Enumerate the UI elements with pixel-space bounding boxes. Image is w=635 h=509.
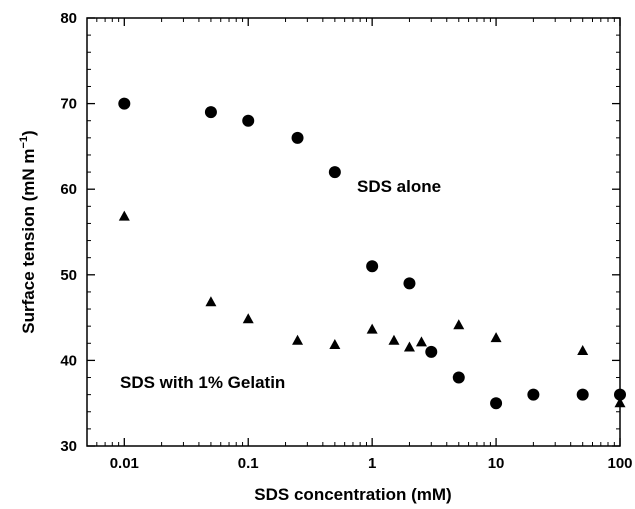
- y-tick-label: 70: [60, 96, 77, 113]
- sds-gelatin-point: [577, 344, 589, 355]
- sds-alone-label: SDS alone: [357, 177, 441, 196]
- sds-alone-point: [328, 166, 341, 179]
- sds-alone-point: [403, 277, 416, 290]
- sds-gelatin-point: [403, 341, 415, 352]
- x-tick-label: 0.1: [238, 455, 259, 472]
- sds-gelatin-point: [205, 296, 217, 307]
- sds-alone-point: [425, 345, 438, 358]
- plot-frame: [86, 17, 621, 447]
- y-axis-title-main: Surface tension (mN m: [19, 149, 38, 334]
- sds-alone-point: [204, 106, 217, 119]
- sds-gelatin-label: SDS with 1% Gelatin: [120, 373, 285, 392]
- sds-alone-point: [490, 397, 503, 410]
- y-tick-labels: 30 40 50 60 70 80: [60, 10, 77, 455]
- sds-gelatin-point: [388, 334, 400, 345]
- x-tick-label: 10: [488, 455, 505, 472]
- markers: [118, 97, 626, 410]
- sds-alone-point: [242, 114, 255, 127]
- sds-alone-point: [614, 388, 626, 401]
- sds-gelatin-point: [242, 313, 254, 324]
- sds-gelatin-point: [118, 210, 130, 221]
- sds-alone-point: [527, 388, 540, 401]
- sds-gelatin-point: [292, 334, 304, 345]
- sds-alone-point: [452, 371, 465, 384]
- sds-gelatin-point: [453, 319, 465, 330]
- sds-alone-point: [291, 131, 304, 144]
- sds-alone-point: [366, 260, 379, 273]
- y-axis-title-sup: −1: [18, 136, 30, 149]
- x-tick-label: 100: [607, 455, 632, 472]
- y-tick-label: 50: [60, 267, 77, 284]
- sds-gelatin-point: [415, 336, 427, 347]
- x-tick-label: 1: [368, 455, 376, 472]
- x-tick-labels: 0.01 0.1 1 10 100: [110, 455, 633, 472]
- sds-alone-point: [576, 388, 589, 401]
- y-axis-title: Surface tension (mN m−1): [18, 130, 38, 333]
- minor-ticks: [87, 18, 620, 446]
- y-axis-title-close: ): [19, 130, 38, 136]
- sds-gelatin-point: [614, 397, 626, 408]
- sds-gelatin-point: [329, 338, 341, 349]
- sds-alone-point: [118, 97, 131, 110]
- major-ticks: [87, 17, 621, 447]
- y-tick-label: 80: [60, 10, 77, 27]
- sds-gelatin-point: [366, 323, 378, 334]
- x-axis-title: SDS concentration (mM): [254, 485, 451, 504]
- sds-gelatin-point: [490, 332, 502, 343]
- y-tick-label: 40: [60, 352, 77, 369]
- y-tick-label: 30: [60, 438, 77, 455]
- y-tick-label: 60: [60, 181, 77, 198]
- x-tick-label: 0.01: [110, 455, 139, 472]
